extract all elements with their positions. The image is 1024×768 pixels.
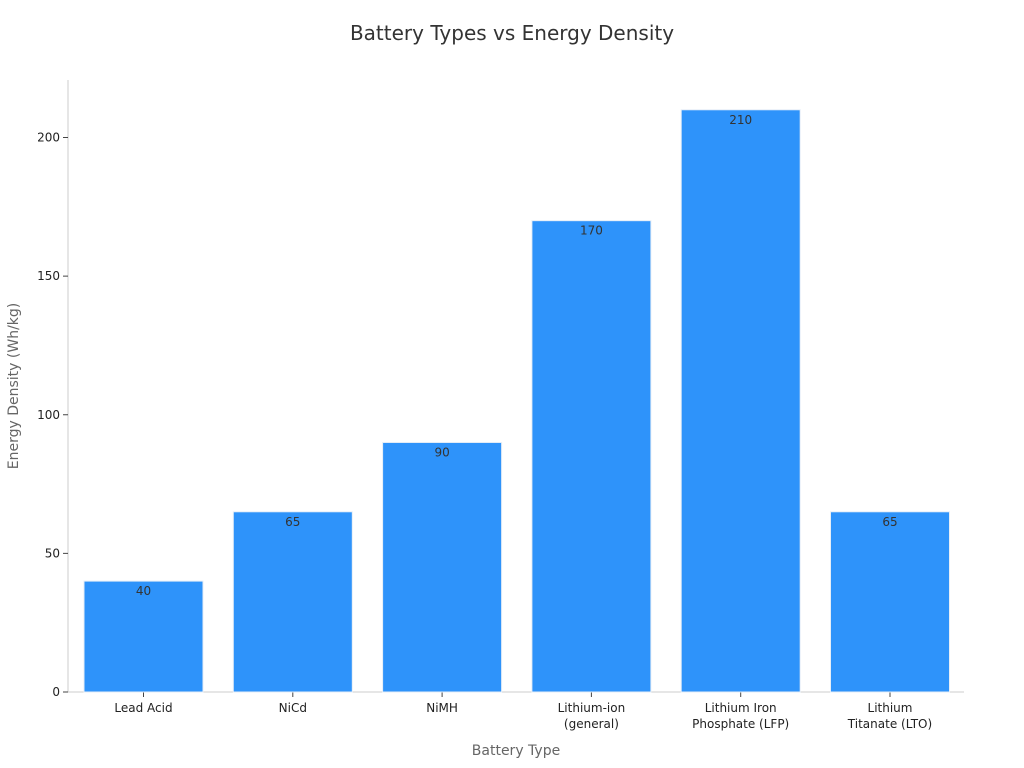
bar bbox=[382, 441, 503, 693]
bars-group bbox=[83, 109, 950, 693]
y-axis-title: Energy Density (Wh/kg) bbox=[6, 303, 22, 470]
data-label: 90 bbox=[434, 445, 449, 459]
data-label: 40 bbox=[136, 584, 151, 598]
x-tick-label-line: Titanate (LTO) bbox=[847, 717, 932, 731]
x-tick-label: Lead Acid bbox=[114, 701, 172, 715]
y-tick-label: 0 bbox=[52, 685, 60, 699]
bar bbox=[83, 580, 204, 693]
data-label: 210 bbox=[729, 113, 752, 127]
x-tick-label-line: NiCd bbox=[279, 701, 307, 715]
y-tick-label: 200 bbox=[37, 131, 60, 145]
x-tick-label: NiMH bbox=[426, 701, 458, 715]
x-tick-label-line: Lithium-ion bbox=[558, 701, 626, 715]
x-tick-label-line: (general) bbox=[564, 717, 619, 731]
x-tick-label: Lithium Iron Phosphate (LFP) bbox=[692, 701, 789, 731]
data-label: 65 bbox=[285, 515, 300, 529]
x-axis: Lead Acid NiCd NiMH Lithium-ion (general)Lit… bbox=[68, 691, 964, 731]
data-label: 170 bbox=[580, 224, 603, 238]
data-labels-group: 40 65 90 170 210 65 bbox=[136, 113, 898, 598]
bar bbox=[680, 109, 801, 693]
x-tick-label: Lithium Titanate (LTO) bbox=[847, 701, 932, 731]
chart-title: Battery Types vs Energy Density bbox=[350, 21, 674, 45]
x-tick-label-line: NiMH bbox=[426, 701, 458, 715]
y-tick-label: 150 bbox=[37, 269, 60, 283]
x-axis-title: Battery Type bbox=[472, 743, 560, 759]
bar bbox=[531, 220, 652, 693]
y-tick-label: 100 bbox=[37, 408, 60, 422]
y-tick-label: 50 bbox=[45, 546, 60, 560]
y-axis: 0 50 100 150 200 bbox=[37, 80, 69, 699]
x-tick-label: Lithium-ion (general) bbox=[558, 701, 626, 731]
data-label: 65 bbox=[882, 515, 897, 529]
x-tick-label: NiCd bbox=[279, 701, 307, 715]
x-tick-label-line: Lead Acid bbox=[114, 701, 172, 715]
x-tick-label-line: Lithium Iron bbox=[705, 701, 777, 715]
x-tick-label-line: Phosphate (LFP) bbox=[692, 717, 789, 731]
bar bbox=[232, 511, 353, 693]
bar bbox=[830, 511, 950, 693]
x-tick-label-line: Lithium bbox=[868, 701, 913, 715]
